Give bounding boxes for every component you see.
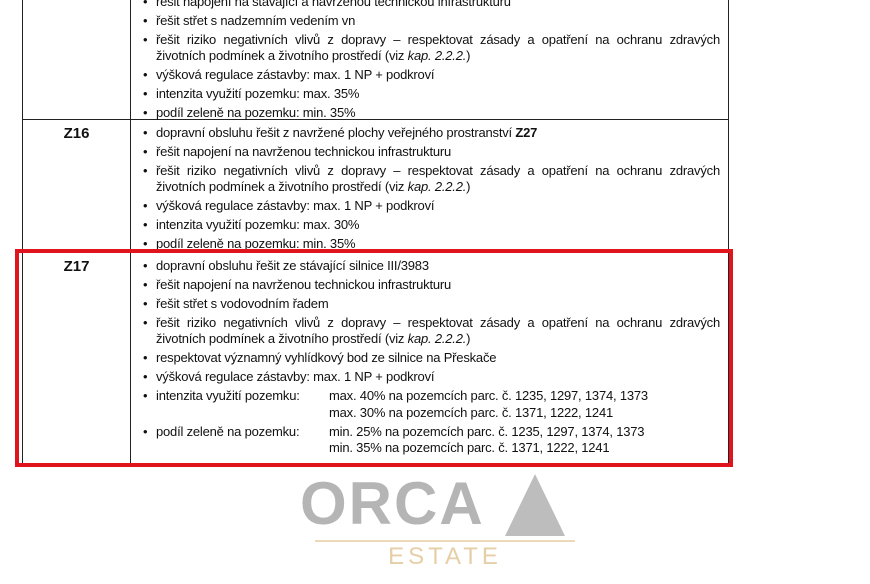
item-text: dopravní obsluhu řešit z navržené plochy… [156,124,516,140]
item-text: řešit riziko negativních vlivů z dopravy… [156,31,720,64]
regulation-value: min. 25% na pozemcích parc. č. 1235, 129… [329,423,645,439]
regulation-sub: podíl zeleně na pozemku: min. 25% na poze… [156,424,720,457]
item-text-end: ) [466,48,471,63]
list-item: intenzita využití pozemku: max. 30% [143,217,720,234]
row-code: Z17 [23,253,131,463]
regulation-label: intenzita využití pozemku: [156,388,300,403]
row-code [23,0,131,119]
row-code: Z16 [23,120,131,252]
list-item: řešit napojení na stávající a navrženou … [143,0,720,10]
list-item: dopravní obsluhu řešit z navržené plochy… [143,124,720,142]
list-item: řešit střet s vodovodním řadem [143,296,720,313]
watermark-logo-text: ORCA [300,470,485,537]
item-text-end: ) [466,179,471,194]
list-item: dopravní obsluhu řešit ze stávající siln… [143,258,720,275]
plot-reference: Z27 [515,124,538,140]
table-row-z16: Z16 dopravní obsluhu řešit z navržené pl… [23,119,728,252]
regulation-label: podíl zeleně na pozemku: [156,423,300,439]
sail-icon [505,474,565,536]
list-item: řešit riziko negativních vlivů z dopravy… [143,162,720,196]
list-item: intenzita využití pozemku: max. 35% [143,86,720,103]
requirements-list: řešit napojení na stávající a navrženou … [131,0,728,122]
orca-estate-watermark-logo: ORCA ESTATE [300,472,590,580]
list-item: podíl zeleně na pozemku: min. 35% [143,105,720,122]
list-item: intenzita využití pozemku: max. 40% na po… [143,388,720,421]
list-item: výšková regulace zástavby: max. 1 NP + p… [143,198,720,215]
requirements-list: dopravní obsluhu řešit z navržené plochy… [131,120,728,253]
regulation-values: max. 40% na pozemcích parc. č. 1235, 129… [329,388,648,421]
list-item: výšková regulace zástavby: max. 1 NP + p… [143,67,720,84]
list-item: řešit riziko negativních vlivů z dopravy… [143,31,720,65]
chapter-reference: kap. 2.2.2. [407,48,467,63]
list-item: řešit napojení na navrženou technickou i… [143,144,720,161]
item-text: řešit riziko negativních vlivů z dopravy… [156,162,720,195]
requirements-list: dopravní obsluhu řešit ze stávající siln… [131,253,728,463]
list-item: řešit riziko negativních vlivů z dopravy… [143,314,720,348]
item-text-end: ) [466,331,471,346]
chapter-reference: kap. 2.2.2. [407,331,467,346]
regulation-values: min. 25% na pozemcích parc. č. 1235, 129… [329,423,645,457]
item-text: řešit riziko negativních vlivů z dopravy… [156,314,720,347]
list-item: řešit napojení na navrženou technickou i… [143,277,720,294]
list-item: podíl zeleně na pozemku: min. 25% na poze… [143,424,720,457]
list-item: podíl zeleně na pozemku: min. 35% [143,236,720,253]
list-item: respektovat významný vyhlídkový bod ze s… [143,350,720,367]
list-item: výšková regulace zástavby: max. 1 NP + p… [143,369,720,386]
table-row-previous: řešit napojení na stávající a navrženou … [23,0,728,122]
watermark-sub-text: ESTATE [315,540,575,572]
chapter-reference: kap. 2.2.2. [407,179,467,194]
regulation-value: max. 30% na pozemcích parc. č. 1371, 122… [329,404,614,420]
regulation-value: min. 35% na pozemcích parc. č. 1371, 122… [329,440,610,455]
regulation-sub: intenzita využití pozemku: max. 40% na po… [156,388,720,421]
regulation-value: max. 40% na pozemcích parc. č. 1235, 129… [329,388,648,403]
highlight-box [15,249,733,467]
table-row-z17: Z17 dopravní obsluhu řešit ze stávající … [23,252,728,463]
list-item: řešit střet s nadzemním vedením vn [143,13,720,30]
regulation-table: řešit napojení na stávající a navrženou … [22,0,729,464]
